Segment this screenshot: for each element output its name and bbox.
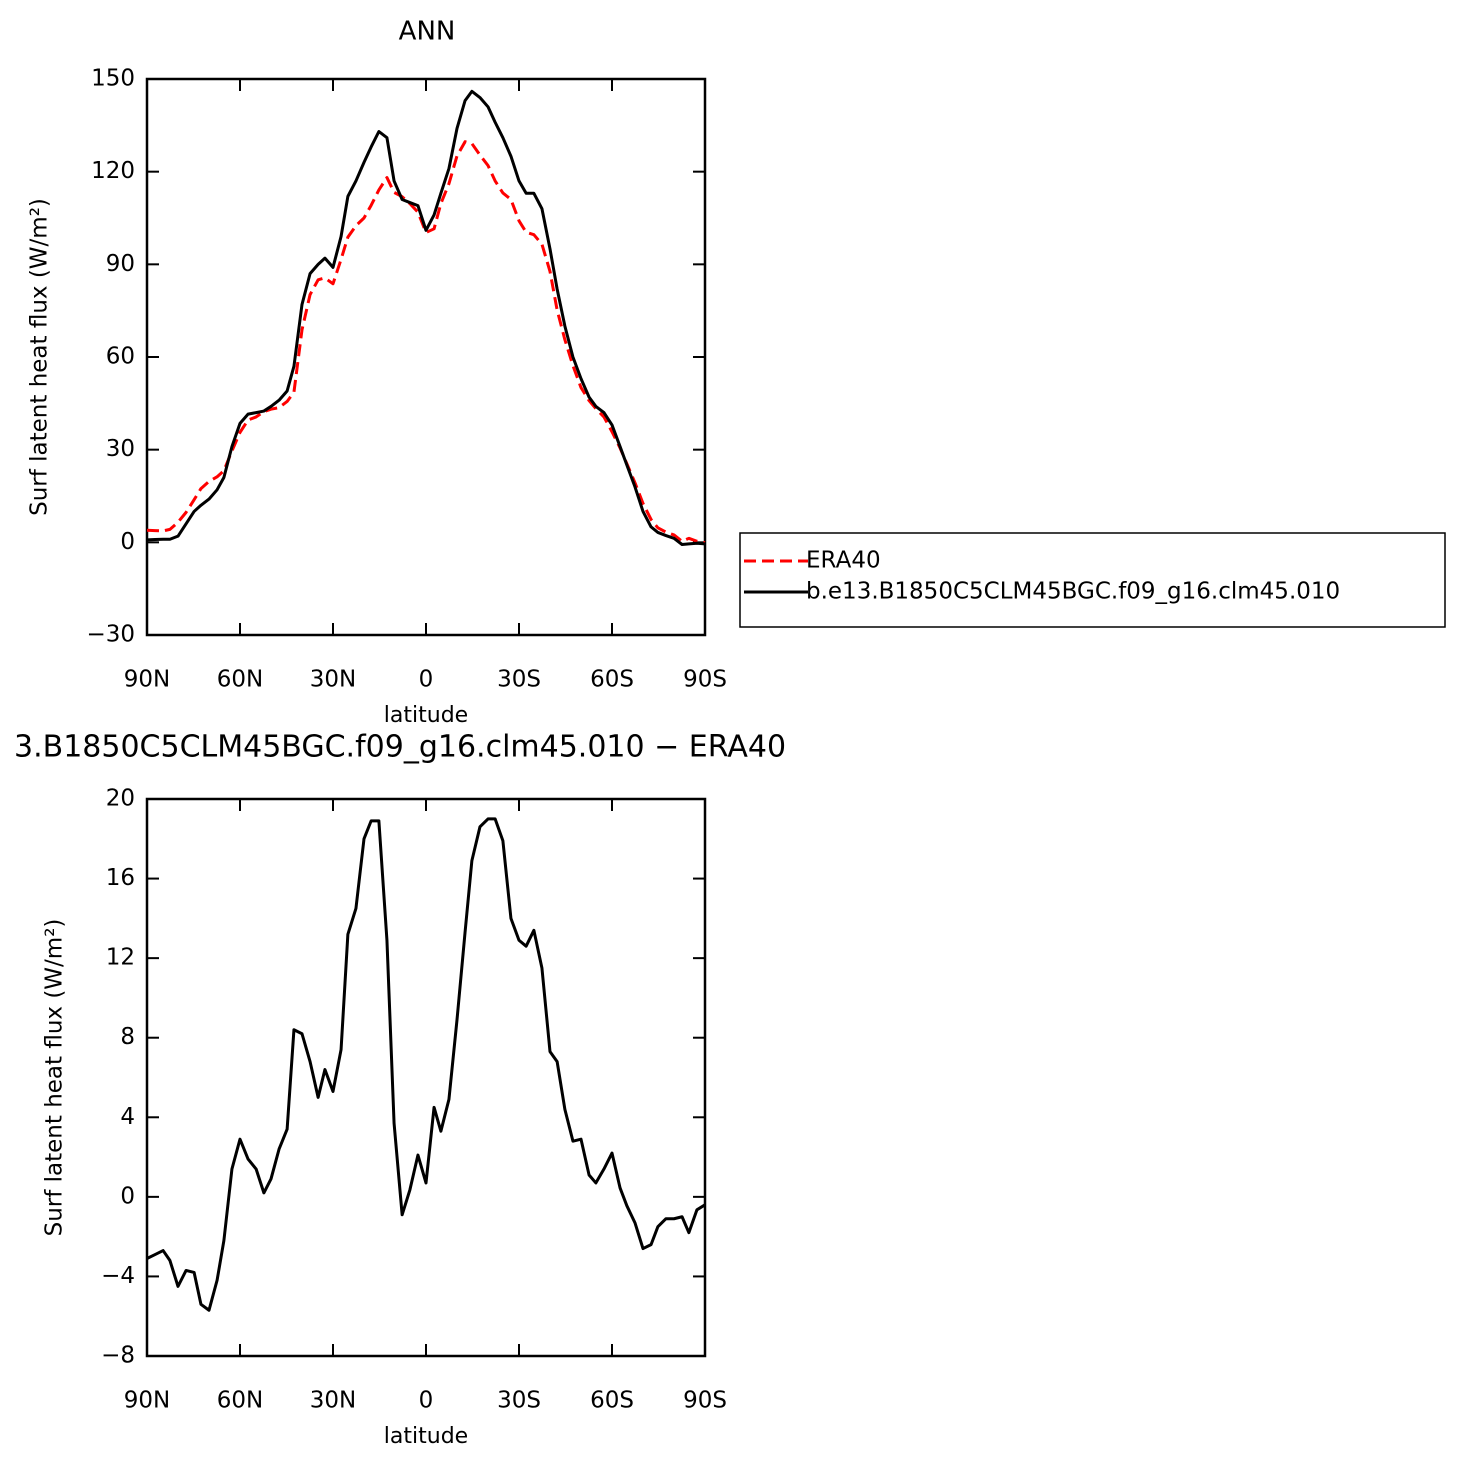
plot-frame: [145, 77, 707, 637]
x-tick-label: 90N: [124, 667, 170, 693]
x-tick-label: 30N: [310, 667, 356, 693]
x-axis-label: latitude: [384, 1424, 468, 1449]
y-tick-label: 60: [106, 344, 135, 370]
x-axis-label: latitude: [384, 703, 468, 728]
y-tick-label: 16: [106, 865, 135, 891]
y-tick-label: 90: [106, 251, 135, 277]
chart-title: ANN: [399, 17, 456, 47]
y-tick-label: 150: [91, 66, 135, 92]
y-axis-label: Surf latent heat flux (W/m²): [42, 919, 68, 1237]
x-tick-label: 30N: [310, 1388, 356, 1414]
x-tick-label: 90S: [683, 1388, 727, 1414]
x-tick-label: 30S: [497, 1388, 541, 1414]
x-tick-label: 30S: [497, 667, 541, 693]
x-tick-label: 60S: [590, 667, 634, 693]
y-tick-label: 4: [120, 1104, 135, 1130]
y-tick-label: −8: [101, 1343, 135, 1369]
x-tick-label: 90N: [124, 1388, 170, 1414]
y-tick-label: 20: [106, 786, 135, 812]
data-line: [146, 140, 706, 545]
y-tick-label: −30: [86, 622, 135, 648]
y-tick-label: 12: [106, 945, 135, 971]
y-tick-label: 30: [106, 436, 135, 462]
y-tick-label: 0: [120, 529, 135, 555]
x-tick-label: 0: [419, 667, 434, 693]
x-tick-label: 90S: [683, 667, 727, 693]
legend-box: [739, 532, 1446, 628]
y-tick-label: 120: [91, 158, 135, 184]
plot-frame: [145, 797, 707, 1358]
legend-label: ERA40: [806, 548, 881, 574]
x-tick-label: 0: [419, 1388, 434, 1414]
legend-label: b.e13.B1850C5CLM45BGC.f09_g16.clm45.010: [806, 579, 1340, 605]
x-tick-label: 60S: [590, 1388, 634, 1414]
x-tick-label: 60N: [217, 667, 263, 693]
y-tick-label: 8: [120, 1024, 135, 1050]
y-axis-label: Surf latent heat flux (W/m²): [27, 198, 53, 516]
data-line: [146, 89, 706, 546]
x-tick-label: 60N: [217, 1388, 263, 1414]
chart-title: 3.B1850C5CLM45BGC.f09_g16.clm45.010 − ER…: [14, 730, 786, 765]
y-tick-label: −4: [101, 1263, 135, 1289]
data-line: [146, 817, 706, 1312]
y-tick-label: 0: [120, 1183, 135, 1209]
